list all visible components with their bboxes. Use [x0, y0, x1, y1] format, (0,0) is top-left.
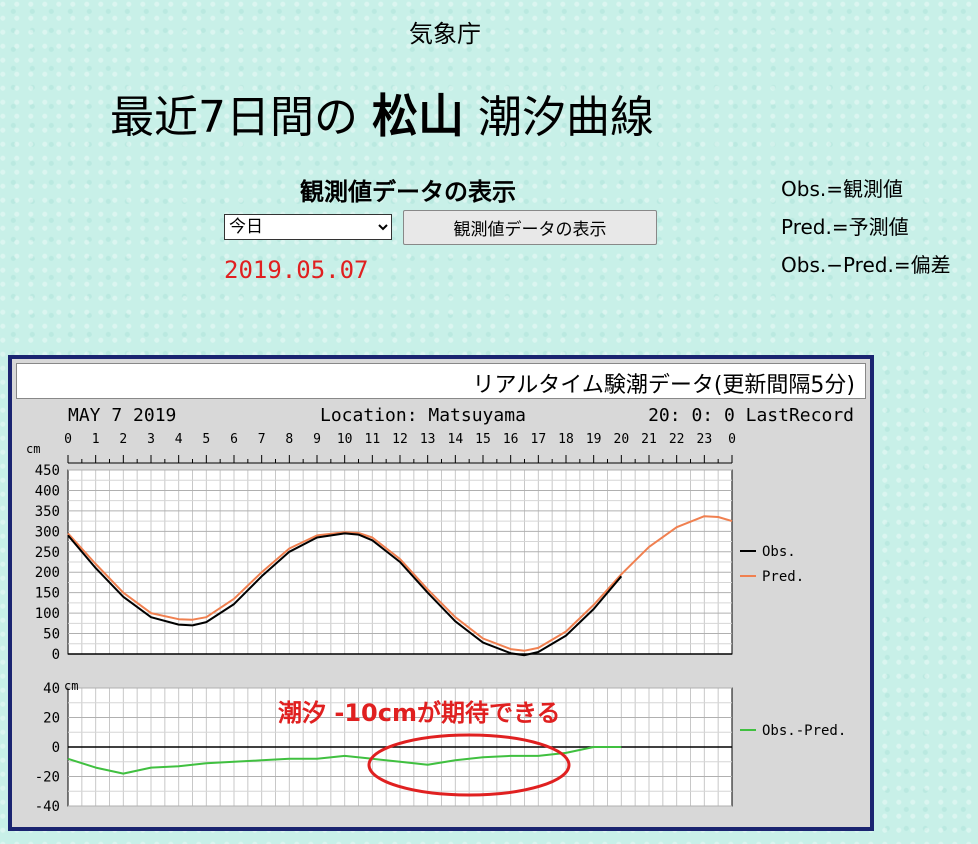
x-tick-label: 2 — [119, 432, 127, 447]
tide-chart-frame: リアルタイム験潮データ(更新間隔5分) MAY 7 2019 Location: … — [8, 355, 874, 831]
upper-y-tick-label: 250 — [35, 545, 60, 561]
x-tick-label: 16 — [503, 432, 519, 447]
upper-y-tick-label: 0 — [52, 647, 60, 663]
observation-heading: 観測値データの表示 — [300, 178, 516, 206]
title-prefix: 最近7日間の — [110, 92, 358, 143]
x-tick-label: 4 — [175, 432, 183, 447]
upper-y-tick-label: 100 — [35, 606, 60, 622]
x-tick-label: 15 — [475, 432, 491, 447]
note-pred: Pred.=予測値 — [781, 215, 909, 239]
y-axis-unit: cm — [26, 442, 40, 456]
annotation-text: 潮汐 -10cmが期待できる — [278, 699, 561, 727]
title-location: 松山 — [372, 89, 464, 143]
lower-y-tick-label: -20 — [35, 770, 60, 786]
note-diff: Obs.−Pred.=偏差 — [781, 253, 951, 277]
upper-y-tick-label: 200 — [35, 565, 60, 581]
x-tick-label: 12 — [392, 432, 408, 447]
day-select[interactable]: 今日 — [224, 214, 392, 240]
title-suffix: 潮汐曲線 — [478, 92, 654, 143]
x-tick-label: 17 — [531, 432, 547, 447]
x-tick-label: 6 — [230, 432, 238, 447]
upper-y-tick-label: 50 — [43, 627, 60, 643]
x-tick-label: 9 — [313, 432, 321, 447]
tide-chart: MAY 7 2019 Location: Matsuyama 20: 0: 0 La… — [26, 405, 854, 815]
chart-location-label: Location: Matsuyama — [320, 405, 526, 426]
x-tick-label: 8 — [285, 432, 293, 447]
x-tick-label: 23 — [697, 432, 713, 447]
x-tick-label: 11 — [365, 432, 381, 447]
chart-header: リアルタイム験潮データ(更新間隔5分) — [16, 363, 866, 399]
x-tick-label: 22 — [669, 432, 685, 447]
x-tick-label: 13 — [420, 432, 436, 447]
annotation-ellipse — [367, 733, 571, 797]
x-tick-label: 5 — [202, 432, 210, 447]
legend-obs-label: Obs. — [762, 544, 796, 560]
tide-chart-panel: リアルタイム験潮データ(更新間隔5分) MAY 7 2019 Location: … — [12, 359, 870, 827]
chart-header-label: リアルタイム験潮データ(更新間隔5分) — [472, 373, 855, 398]
obs-series-line — [67, 532, 623, 657]
lower-y-axis-unit: cm — [64, 679, 78, 693]
legend-diff-label: Obs.-Pred. — [762, 723, 846, 739]
x-tick-label: 18 — [558, 432, 574, 447]
lower-y-tick-label: 40 — [43, 681, 60, 697]
upper-y-tick-label: 300 — [35, 524, 60, 540]
legend-pred-label: Pred. — [762, 569, 804, 585]
x-tick-label: 14 — [448, 432, 464, 447]
pred-series-line — [67, 515, 733, 652]
upper-y-tick-label: 150 — [35, 586, 60, 602]
abbreviation-notes: Obs.=観測値 Pred.=予測値 Obs.−Pred.=偏差 — [781, 170, 951, 284]
lower-y-tick-label: -40 — [35, 799, 60, 815]
x-tick-label: 20 — [614, 432, 630, 447]
x-tick-label: 0 — [728, 432, 736, 447]
upper-y-tick-label: 350 — [35, 504, 60, 520]
page-title: 最近7日間の 松山 潮汐曲線 — [110, 80, 654, 146]
current-date: 2019.05.07 — [224, 256, 369, 284]
note-obs: Obs.=観測値 — [781, 177, 903, 201]
chart-lastrecord-label: 20: 0: 0 LastRecord — [648, 405, 854, 426]
chart-date-label: MAY 7 2019 — [68, 405, 176, 426]
x-tick-label: 3 — [147, 432, 155, 447]
diff-series-line — [67, 746, 622, 775]
agency-name: 気象庁 — [409, 20, 481, 48]
x-tick-label: 1 — [92, 432, 100, 447]
x-tick-label: 19 — [586, 432, 602, 447]
upper-y-tick-label: 450 — [35, 463, 60, 479]
x-tick-label: 7 — [258, 432, 266, 447]
x-tick-label: 21 — [641, 432, 657, 447]
lower-y-tick-label: 20 — [43, 711, 60, 727]
x-tick-label: 0 — [64, 432, 72, 447]
lower-y-tick-label: 0 — [52, 740, 60, 756]
upper-y-tick-label: 400 — [35, 483, 60, 499]
x-tick-label: 10 — [337, 432, 353, 447]
show-observation-button[interactable]: 観測値データの表示 — [403, 210, 657, 245]
